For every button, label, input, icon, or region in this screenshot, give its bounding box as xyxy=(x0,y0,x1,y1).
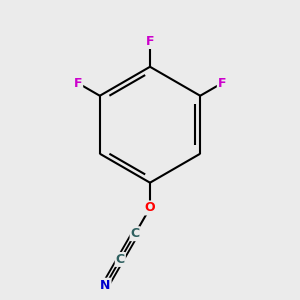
Text: N: N xyxy=(100,279,111,292)
Text: F: F xyxy=(218,76,226,90)
Text: F: F xyxy=(146,35,154,48)
Text: F: F xyxy=(74,76,82,90)
Text: C: C xyxy=(130,227,140,240)
Text: C: C xyxy=(116,253,125,266)
Text: O: O xyxy=(145,202,155,214)
